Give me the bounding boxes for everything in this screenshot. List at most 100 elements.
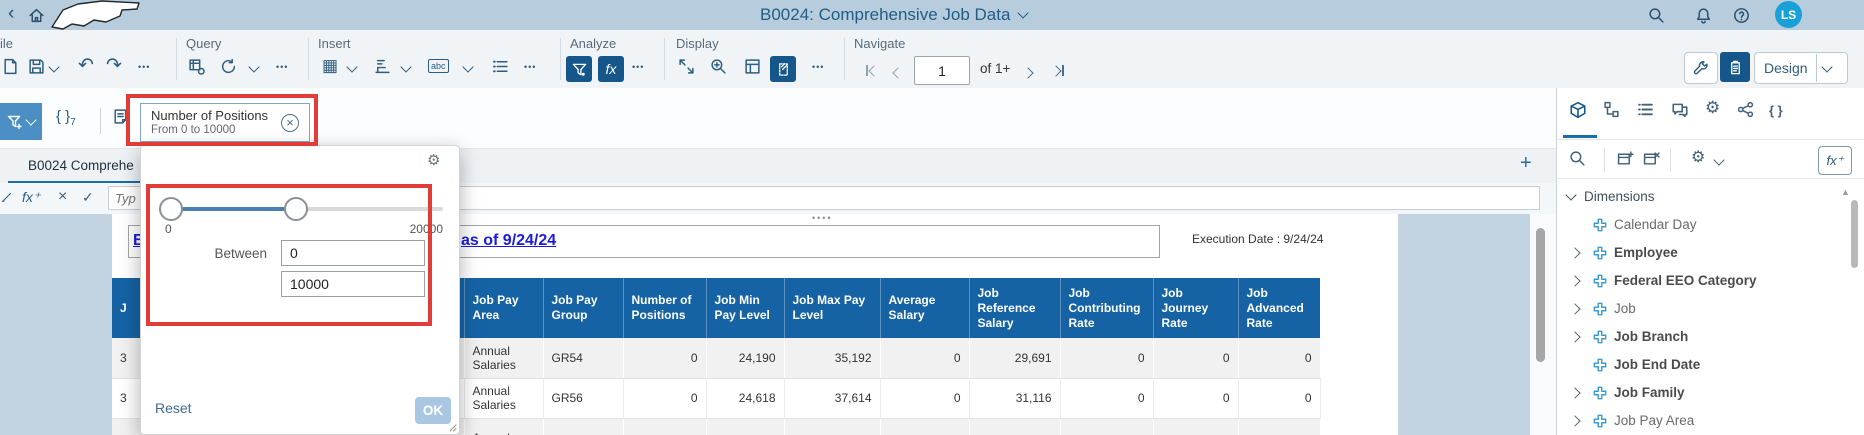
column-header[interactable]: Job Contributing Rate	[1060, 278, 1153, 338]
divider	[1604, 148, 1605, 172]
tools-wrench-button[interactable]	[1684, 52, 1718, 84]
divider	[176, 38, 177, 80]
dimension-item-employee[interactable]: Employee	[1557, 239, 1857, 267]
title-chevron-down-icon[interactable]	[1018, 7, 1029, 18]
dimensions-collapse-chevron-icon[interactable]	[1565, 189, 1576, 200]
column-header[interactable]: Job Pay Group	[543, 278, 623, 338]
popup-settings-gear-icon[interactable]: ⚙	[427, 151, 440, 169]
avatar[interactable]: LS	[1775, 1, 1802, 28]
cancel-icon[interactable]: ×	[58, 188, 67, 206]
insert-cell-chevron-icon[interactable]	[462, 61, 473, 72]
insert-table-icon[interactable]: ▦	[322, 58, 338, 74]
formula-button[interactable]: fx	[598, 56, 624, 82]
save-chevron-icon[interactable]	[48, 61, 59, 72]
display-more-icon[interactable]: •••	[812, 62, 824, 72]
edit-icon[interactable]	[0, 190, 14, 204]
column-header[interactable]: Job Advanced Rate	[1238, 278, 1320, 338]
redo-icon[interactable]: ↷	[106, 58, 122, 74]
document-structure-tab[interactable]	[1603, 101, 1620, 118]
page-mode-button[interactable]	[770, 56, 796, 82]
canvas-vertical-scrollbar[interactable]	[1536, 228, 1545, 362]
settings-tab-gear-icon[interactable]: ⚙	[1705, 100, 1720, 116]
column-header[interactable]: Job Pay Area	[464, 278, 543, 338]
column-header[interactable]: Job Max Pay Level	[784, 278, 880, 338]
dimension-item-job-branch[interactable]: Job Branch	[1557, 323, 1857, 351]
data-objects-tab[interactable]	[1569, 101, 1587, 119]
insert-table-chevron-icon[interactable]	[346, 61, 357, 72]
report-tab[interactable]: B0024 Comprehe	[28, 158, 134, 173]
first-page-icon[interactable]	[866, 62, 878, 80]
expand-chevron-icon[interactable]	[1569, 387, 1580, 398]
query-more-icon[interactable]: •••	[276, 62, 288, 72]
scroll-up-icon[interactable]: ▲	[1841, 187, 1850, 197]
validate-icon[interactable]: ✓	[82, 189, 94, 206]
design-chevron-icon[interactable]	[1821, 61, 1832, 72]
formulas-tab[interactable]: { }	[1769, 103, 1783, 118]
remove-object-icon[interactable]	[1643, 150, 1660, 167]
insert-list-icon[interactable]	[492, 58, 509, 75]
add-tab-button[interactable]: +	[1520, 152, 1532, 175]
filter-button[interactable]	[566, 56, 592, 82]
expand-chevron-icon[interactable]	[1569, 303, 1580, 314]
column-header[interactable]: Job Reference Salary	[969, 278, 1060, 338]
dimension-item-federal-eeo-category[interactable]: Federal EEO Category	[1557, 267, 1857, 295]
fullscreen-icon[interactable]	[678, 58, 695, 75]
previous-page-icon[interactable]	[894, 64, 902, 82]
create-variable-icon[interactable]: fx⁺	[22, 189, 40, 206]
bell-icon[interactable]	[1695, 7, 1712, 24]
column-header[interactable]: Average Salary	[880, 278, 969, 338]
home-icon[interactable]	[28, 7, 45, 24]
undo-icon[interactable]: ↶	[78, 58, 94, 74]
reading-mode-button[interactable]	[1720, 52, 1750, 82]
dimension-item-job-family[interactable]: Job Family	[1557, 379, 1857, 407]
search-icon[interactable]	[1648, 7, 1665, 24]
dimensions-section-header[interactable]: Dimensions	[1567, 185, 1655, 207]
insert-object-icon[interactable]	[1617, 150, 1634, 167]
design-button-label: Design	[1764, 60, 1808, 76]
insert-chart-icon[interactable]	[374, 58, 391, 75]
save-icon[interactable]	[28, 58, 45, 75]
refresh-chevron-icon[interactable]	[248, 61, 259, 72]
dimension-item-job-pay-area[interactable]: Job Pay Area	[1557, 407, 1857, 435]
edit-query-icon[interactable]	[188, 58, 205, 75]
panel-settings-gear-icon[interactable]: ⚙	[1691, 150, 1705, 166]
analyze-more-icon[interactable]: •••	[632, 62, 644, 72]
expand-chevron-icon[interactable]	[1569, 331, 1580, 342]
back-chevron-icon[interactable]: ‹	[8, 3, 14, 25]
insert-cell-icon[interactable]: abc	[428, 59, 449, 73]
zoom-icon[interactable]	[710, 58, 727, 75]
refresh-icon[interactable]	[220, 58, 237, 75]
add-filter-button[interactable]	[0, 103, 42, 140]
column-header[interactable]: Job Min Pay Level	[706, 278, 784, 338]
column-header[interactable]: Number of Positions	[623, 278, 706, 338]
drag-handle-dots[interactable]: ••••	[812, 214, 833, 223]
panel-settings-chevron-icon[interactable]	[1713, 154, 1724, 165]
navigation-list-tab[interactable]	[1637, 101, 1654, 118]
dimension-item-job[interactable]: Job	[1557, 295, 1857, 323]
share-tab[interactable]	[1737, 101, 1754, 118]
panel-vertical-scrollbar[interactable]	[1851, 200, 1858, 268]
design-button[interactable]: Design	[1754, 52, 1848, 84]
insert-chart-chevron-icon[interactable]	[400, 61, 411, 72]
ok-button[interactable]: OK	[415, 397, 451, 424]
file-more-icon[interactable]: •••	[138, 62, 150, 72]
insert-more-icon[interactable]: •••	[524, 62, 536, 72]
add-variable-button[interactable]: fx⁺	[1818, 146, 1852, 175]
dimension-item-job-end-date[interactable]: Job End Date	[1557, 351, 1857, 379]
comments-tab[interactable]	[1671, 101, 1689, 119]
page-number-input[interactable]	[914, 56, 970, 85]
expand-chevron-icon[interactable]	[1569, 415, 1580, 426]
column-header[interactable]: Job Journey Rate	[1153, 278, 1238, 338]
new-document-icon[interactable]	[2, 58, 19, 75]
variables-icon[interactable]: { }7	[56, 108, 76, 128]
resize-grip[interactable]	[447, 422, 457, 432]
next-page-icon[interactable]	[1024, 64, 1032, 82]
help-icon[interactable]	[1733, 7, 1750, 24]
last-page-icon[interactable]	[1052, 62, 1064, 80]
expand-chevron-icon[interactable]	[1569, 247, 1580, 258]
dimension-item-calendar-day[interactable]: Calendar Day	[1557, 211, 1857, 239]
expand-chevron-icon[interactable]	[1569, 275, 1580, 286]
panel-search-icon[interactable]	[1569, 150, 1586, 167]
page-layout-icon[interactable]	[744, 58, 761, 75]
reset-link[interactable]: Reset	[155, 400, 192, 416]
